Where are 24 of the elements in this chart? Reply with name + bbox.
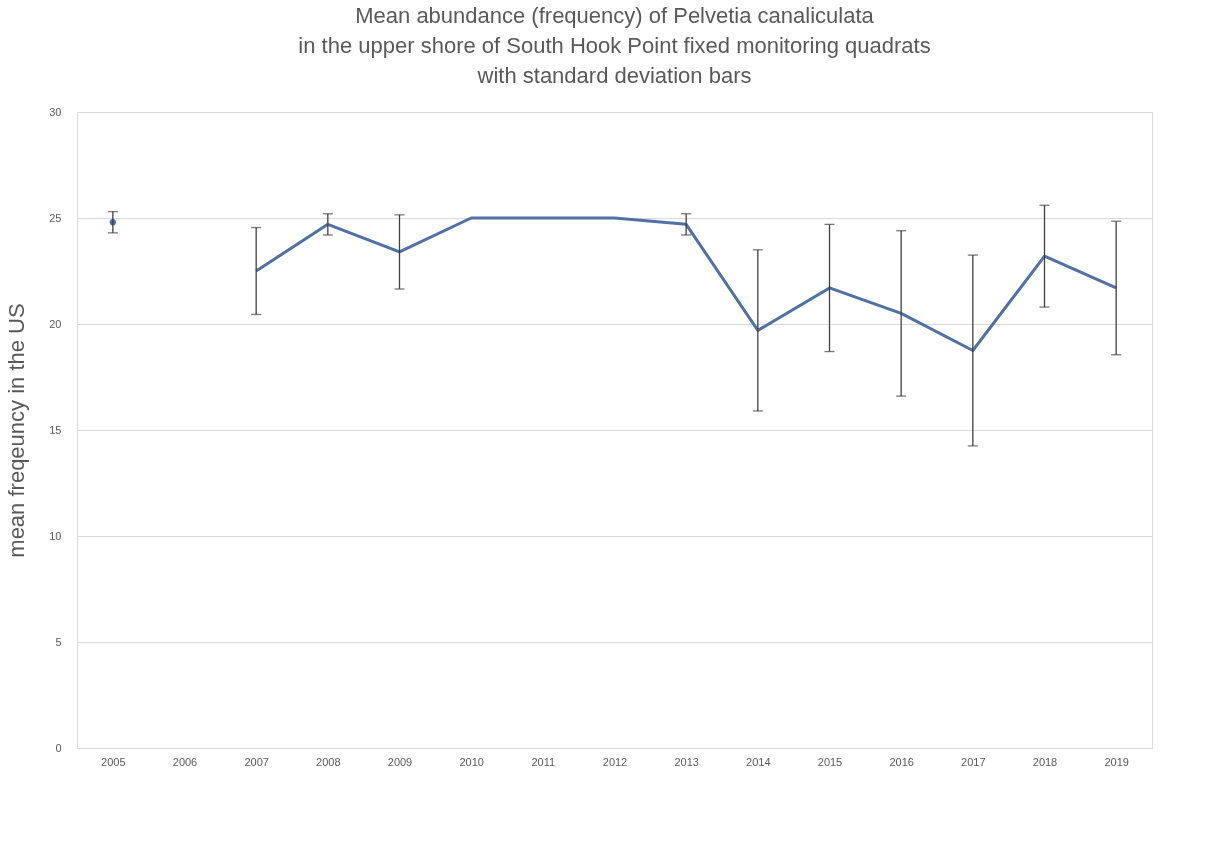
- x-tick-label: 2006: [172, 755, 198, 768]
- chart-title: Mean abundance (frequency) of Pelvetia canaliculata in the upper shore of South Hook Point fixed monitoring quadrats with standard deviation bars: [298, 3, 931, 88]
- y-tick-label: 5: [55, 635, 62, 648]
- x-tick-label: 2007: [244, 755, 269, 768]
- y-tick-label: 20: [49, 317, 62, 330]
- y-tick-label: 30: [49, 105, 62, 118]
- x-tick-label: 2019: [1104, 755, 1129, 768]
- x-tick-label: 2009: [387, 755, 413, 768]
- x-tick-label: 2010: [459, 755, 484, 768]
- y-tick-label: 0: [55, 741, 62, 754]
- x-tick-label: 2013: [674, 755, 699, 768]
- x-tick-label: 2012: [602, 755, 628, 768]
- y-tick-label: 10: [49, 529, 62, 542]
- x-tick-label: 2016: [889, 755, 914, 768]
- x-tick-label: 2005: [101, 755, 126, 768]
- y-axis-title: mean freqeuncy in the US: [4, 303, 30, 558]
- x-tick-label: 2014: [746, 755, 771, 768]
- x-tick-label: 2018: [1032, 755, 1058, 768]
- x-tick-label: 2008: [316, 755, 341, 768]
- x-tick-label: 2015: [817, 755, 843, 768]
- x-tick-label: 2017: [961, 755, 986, 768]
- y-tick-label: 15: [49, 423, 62, 436]
- x-tick-label: 2011: [531, 755, 556, 768]
- y-tick-label: 25: [49, 211, 62, 224]
